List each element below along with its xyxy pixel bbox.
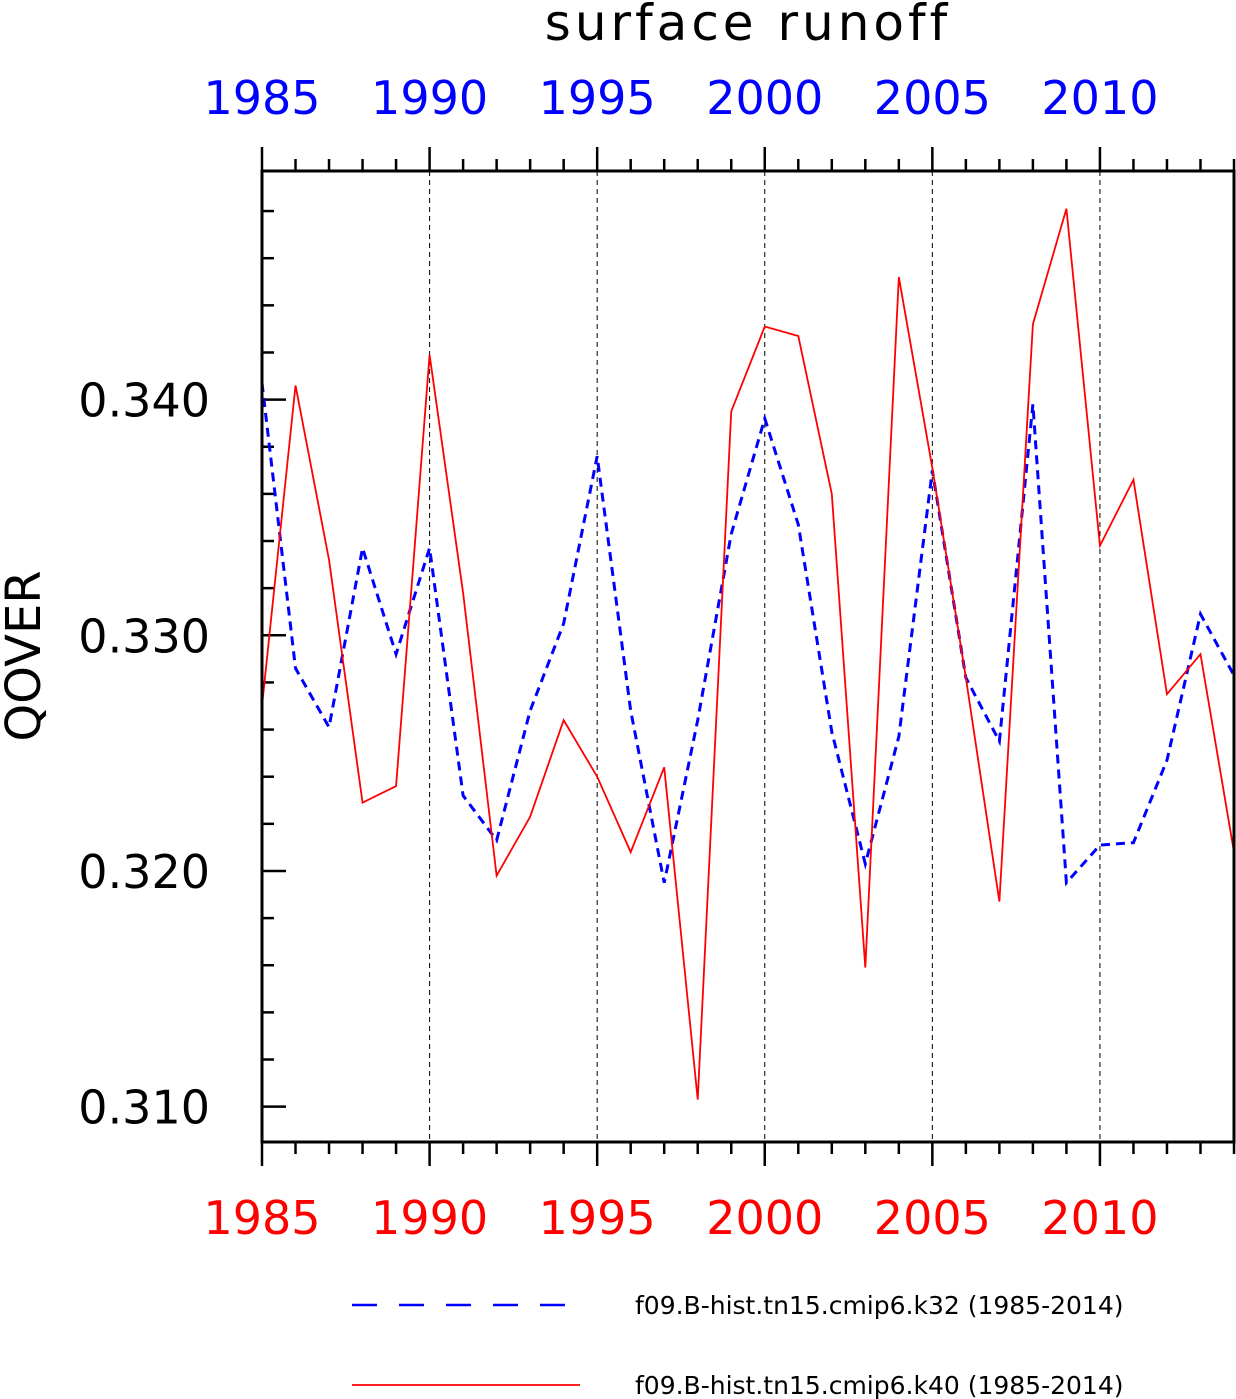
x-tick-label-bottom: 1985 xyxy=(203,1191,320,1245)
grid-lines xyxy=(429,171,1101,1142)
chart-title: surface runoff xyxy=(545,0,951,52)
y-tick-label: 0.340 xyxy=(78,374,210,428)
y-tick-label: 0.310 xyxy=(78,1081,210,1135)
x-tick-label-bottom: 2005 xyxy=(874,1191,991,1245)
x-tick-label-bottom: 1995 xyxy=(539,1191,656,1245)
legend: f09.B-hist.tn15.cmip6.k32 (1985-2014) f09… xyxy=(352,1291,1123,1399)
y-tick-label: 0.320 xyxy=(78,845,210,899)
legend-label: f09.B-hist.tn15.cmip6.k32 (1985-2014) xyxy=(635,1291,1123,1320)
x-tick-label-bottom: 2000 xyxy=(706,1191,823,1245)
x-tick-label-bottom: 2010 xyxy=(1041,1191,1158,1245)
x-tick-label-top: 2005 xyxy=(874,71,991,125)
x-tick-label-top: 1990 xyxy=(371,71,488,125)
plot-frame xyxy=(260,169,1236,1144)
x-tick-label-top: 2000 xyxy=(706,71,823,125)
tick-labels: 1985 1985 1990 1990 1995 1995 2000 2000 2005 2005… xyxy=(78,71,1158,1245)
x-tick-label-top: 2010 xyxy=(1041,71,1158,125)
x-tick-label-bottom: 1990 xyxy=(371,1191,488,1245)
x-tick-label-top: 1995 xyxy=(539,71,656,125)
x-tick-label-top: 1985 xyxy=(203,71,320,125)
series-lines xyxy=(260,208,1236,1100)
y-axis-label: QOVER xyxy=(0,570,52,741)
legend-label: f09.B-hist.tn15.cmip6.k40 (1985-2014) xyxy=(635,1371,1123,1399)
series-line-k32 xyxy=(260,382,1236,887)
y-tick-label: 0.330 xyxy=(78,609,210,663)
axis-ticks xyxy=(260,147,1236,1166)
series-line-k40 xyxy=(261,208,1235,1100)
